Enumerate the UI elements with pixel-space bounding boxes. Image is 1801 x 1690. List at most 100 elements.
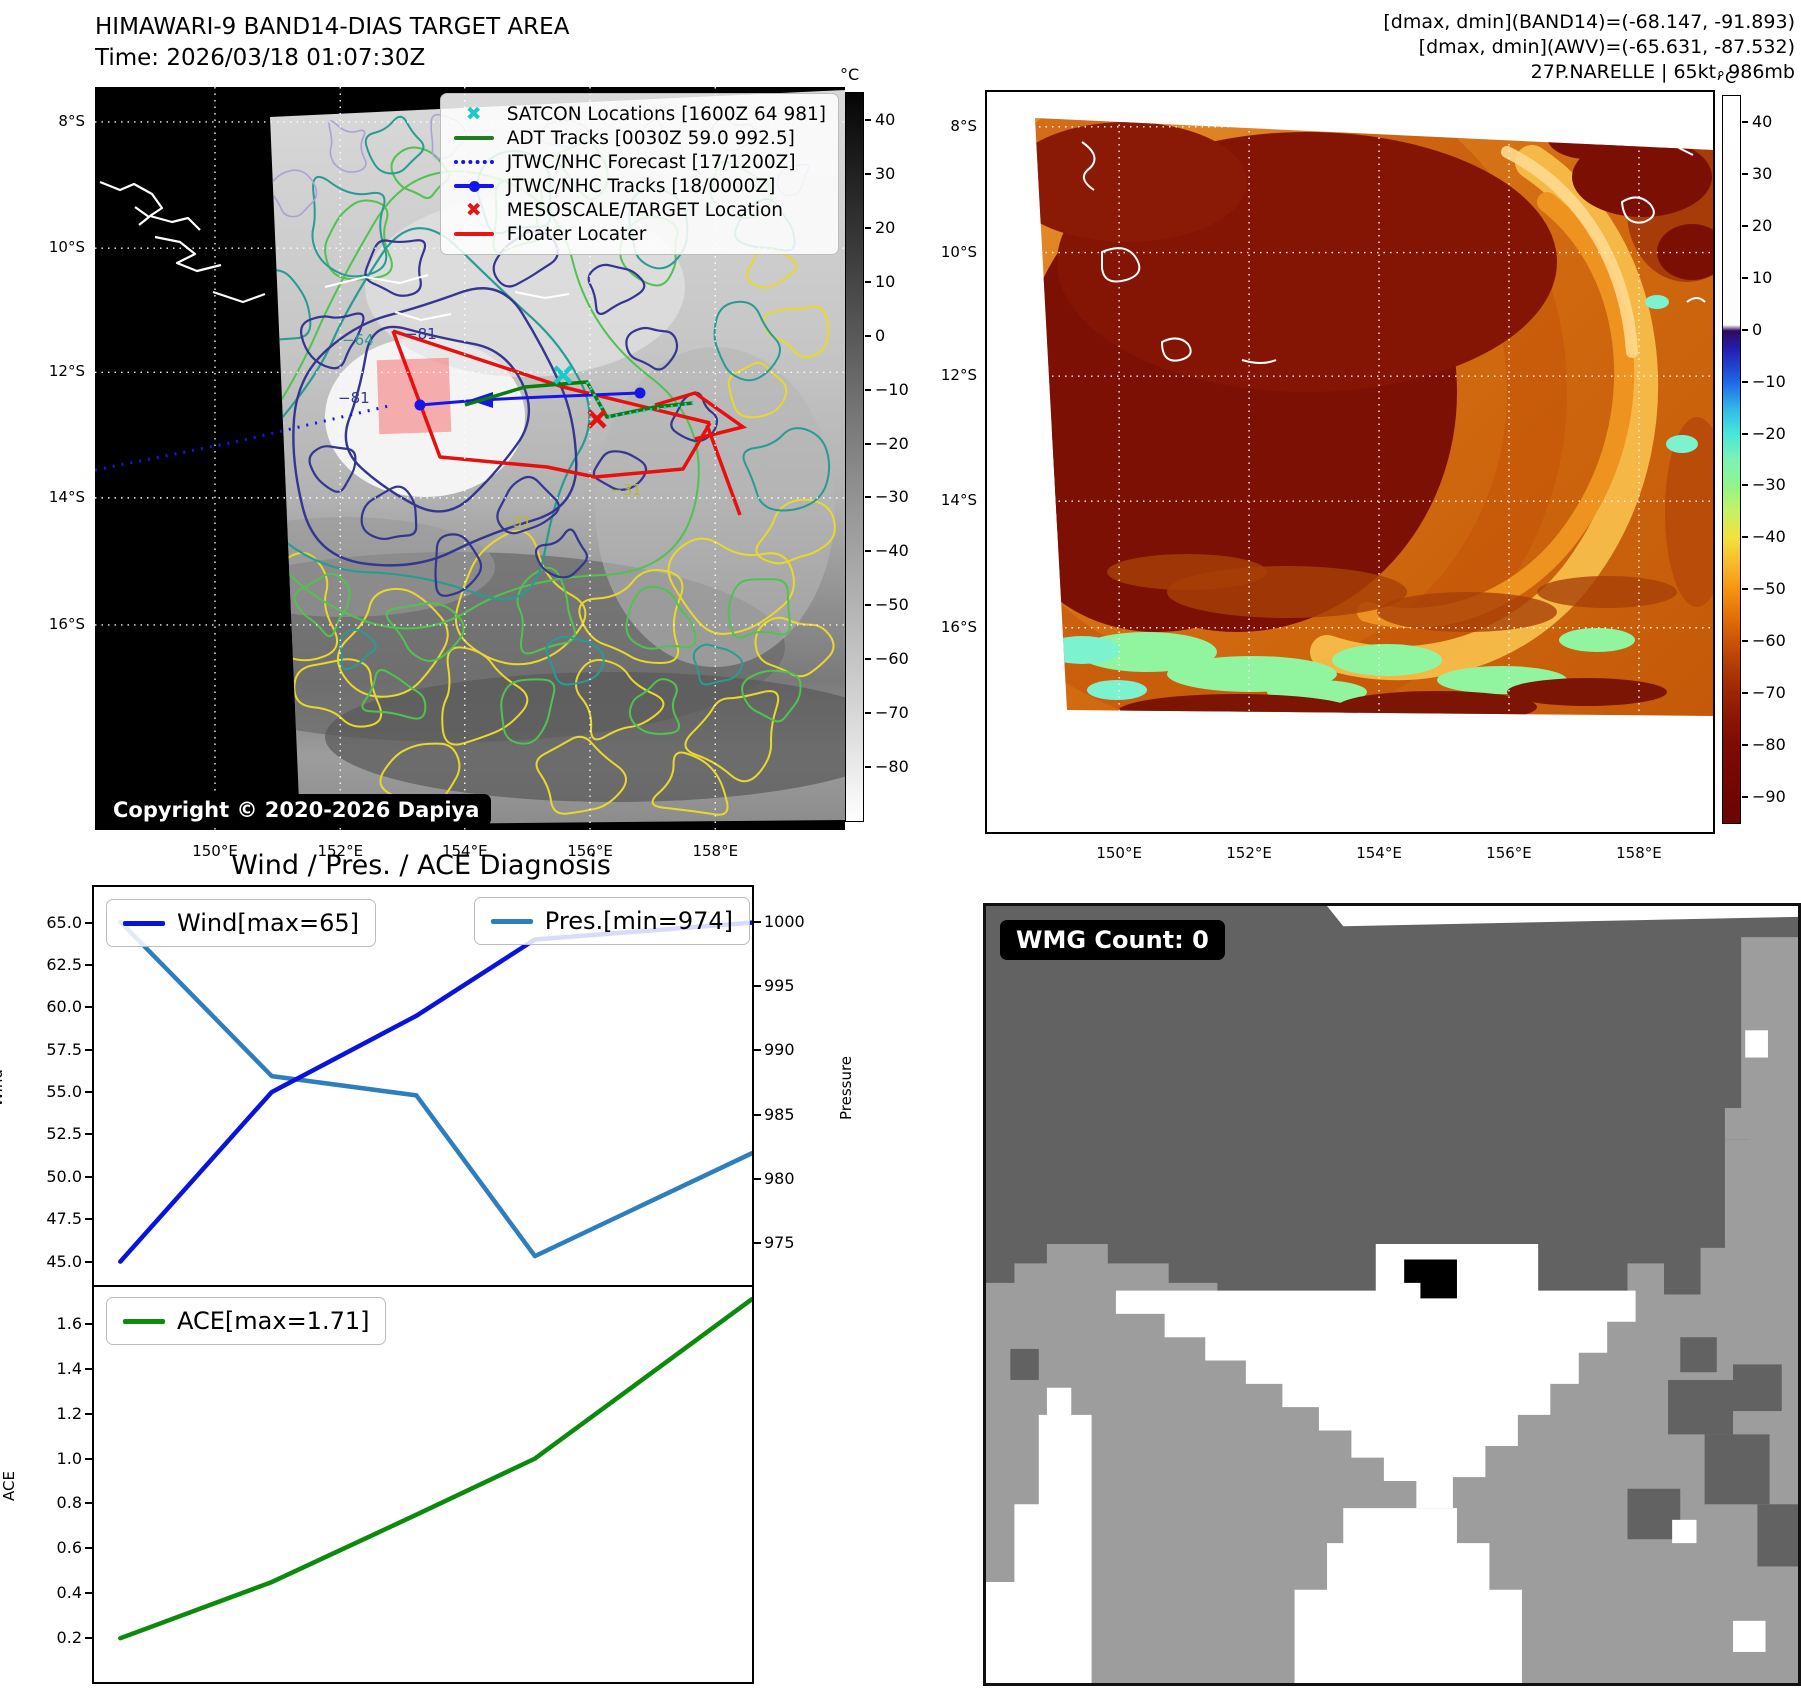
axis-tick-label: 0.8 bbox=[56, 1493, 82, 1513]
axis-tick bbox=[85, 1592, 94, 1595]
lon-tick-label: 154°E bbox=[1356, 844, 1402, 862]
himawari-band14-map: −81−81−64−31−31−31 ✖SATCON Locations [16… bbox=[49, 87, 845, 860]
lon-tick-label: 156°E bbox=[567, 842, 613, 860]
axis-tick bbox=[85, 1091, 94, 1094]
colorbar-tick bbox=[1742, 744, 1748, 747]
target-map-title-line1: HIMAWARI-9 BAND14-DIAS TARGET AREA bbox=[95, 14, 570, 40]
axis-tick-label: 0.4 bbox=[56, 1583, 82, 1603]
lon-tick-label: 154°E bbox=[441, 842, 488, 860]
colorbar-tick bbox=[1742, 484, 1748, 487]
ace-plot bbox=[118, 1296, 752, 1641]
axis-tick bbox=[85, 1048, 94, 1051]
colorbar-tick bbox=[1742, 588, 1748, 591]
contour-label: −81 bbox=[405, 325, 437, 343]
storm-name-intensity: 27P.NARELLE | 65kt, 986mb bbox=[1530, 61, 1795, 83]
wind-legend: Wind[max=65] bbox=[106, 899, 376, 947]
legend-item-label: MESOSCALE/TARGET Location bbox=[506, 199, 784, 221]
lat-tick-label: 8°S bbox=[950, 116, 977, 135]
axis-tick bbox=[85, 1412, 94, 1415]
axis-tick-label: 62.5 bbox=[46, 954, 82, 974]
legend-item-label: SATCON Locations [1600Z 64 981] bbox=[506, 103, 826, 125]
colorbar-tick bbox=[865, 172, 871, 175]
lon-tick-label: 152°E bbox=[317, 842, 364, 860]
axis-tick-label: 60.0 bbox=[46, 997, 82, 1017]
colorbar-tick-label: 10 bbox=[875, 271, 896, 291]
ace-legend-label: ACE[max=1.71] bbox=[177, 1307, 370, 1335]
axis-tick-label: 50.0 bbox=[46, 1166, 82, 1186]
colorbar-tick-label: −20 bbox=[875, 433, 909, 453]
axis-tick bbox=[85, 1006, 94, 1009]
colorbar-tick-label: −50 bbox=[875, 595, 909, 615]
axis-tick bbox=[85, 1133, 94, 1136]
lat-tick-label: 14°S bbox=[940, 491, 977, 510]
colorbar-tick-label: −70 bbox=[875, 703, 909, 723]
ace-legend-line bbox=[123, 1318, 165, 1324]
ace-chart: ACE[max=1.71] ACE 1.6 1.4 1.2 1.0 0.8 0.6 0.4 0… bbox=[0, 1285, 754, 1684]
colorbar-tick-label: −10 bbox=[1752, 371, 1786, 391]
copyright-badge: Copyright © 2020-2026 Dapiya bbox=[101, 794, 492, 826]
ace-axis-label: ACE bbox=[0, 1470, 19, 1501]
axis-tick bbox=[85, 1457, 94, 1460]
dmax-dmin-awv: [dmax, dmin](AWV)=(-65.631, -87.532) bbox=[1418, 36, 1795, 58]
colorbar-tick bbox=[1742, 224, 1748, 227]
colorbar-tick-label: −70 bbox=[1752, 683, 1786, 703]
colorbar-tick-label: −30 bbox=[875, 487, 909, 507]
awv-satellite-image bbox=[987, 92, 1713, 832]
colorbar-tick bbox=[1742, 120, 1748, 123]
temperature-colorbar-band14: °C 40 30 20 10 0 −10 −20 −30 −40 −50 −60 −70 −80 bbox=[840, 65, 909, 822]
colorbar-tick-label: −80 bbox=[875, 757, 909, 777]
axis-tick bbox=[752, 1177, 761, 1180]
axis-tick bbox=[85, 921, 94, 924]
axis-tick-label: 1.4 bbox=[56, 1358, 82, 1378]
temperature-colorbar-awv: °C 40 30 20 10 0 −10 −20 −30 −40 −50 −60 −70 −80 −90 bbox=[1717, 68, 1786, 824]
legend-item: JTWC/NHC Tracks [18/0000Z] bbox=[451, 174, 826, 198]
lat-tick-label: 8°S bbox=[58, 111, 85, 130]
lat-tick-label: 12°S bbox=[48, 362, 85, 381]
axis-tick-label: 985 bbox=[764, 1104, 795, 1124]
axis-tick-label: 1.2 bbox=[56, 1403, 82, 1423]
awv-annotations: [dmax, dmin](BAND14)=(-68.147, -91.893) … bbox=[1000, 10, 1795, 85]
axis-tick bbox=[752, 920, 761, 923]
green-line-icon bbox=[451, 136, 497, 140]
lon-tick-label: 156°E bbox=[1486, 844, 1532, 862]
axis-tick bbox=[85, 1547, 94, 1550]
axis-tick bbox=[85, 1175, 94, 1178]
blue-line-dot-icon bbox=[451, 180, 497, 192]
colorbar-tick-label: −60 bbox=[875, 649, 909, 669]
contour-label: −31 bbox=[500, 513, 532, 531]
colorbar-tick bbox=[1742, 328, 1748, 331]
wind-pressure-plot bbox=[118, 919, 752, 1264]
wmg-mask-image bbox=[986, 906, 1798, 1683]
axis-tick-label: 45.0 bbox=[46, 1251, 82, 1271]
axis-tick-label: 1.6 bbox=[56, 1313, 82, 1333]
colorbar-tick bbox=[865, 442, 871, 445]
lon-tick-label: 152°E bbox=[1226, 844, 1272, 862]
blue-dotted-icon bbox=[451, 160, 497, 164]
axis-tick-label: 0.2 bbox=[56, 1628, 82, 1648]
colorbar-tick bbox=[1742, 172, 1748, 175]
wmg-panel: WMG Count: 0 bbox=[983, 903, 1801, 1686]
map-legend: ✖ SATCON Locations [1600Z 64 981] ADT Trac… bbox=[439, 93, 839, 255]
colorbar-tick bbox=[1742, 640, 1748, 643]
colorbar-tick bbox=[865, 604, 871, 607]
pressure-axis-label: Pressure bbox=[837, 1055, 856, 1121]
colorbar-tick-label: −20 bbox=[1752, 423, 1786, 443]
red-x-icon: ✖ bbox=[465, 198, 482, 221]
lat-tick-label: 16°S bbox=[940, 617, 977, 636]
contour-label: −81 bbox=[338, 389, 370, 407]
axis-tick-label: 975 bbox=[764, 1233, 795, 1253]
colorbar-tick bbox=[1742, 692, 1748, 695]
colorbar-tick bbox=[865, 712, 871, 715]
colorbar-tick-label: 0 bbox=[875, 325, 886, 345]
target-map-title: HIMAWARI-9 BAND14-DIAS TARGET AREA Time:… bbox=[95, 12, 569, 74]
lon-tick-label: 158°E bbox=[692, 842, 739, 860]
diagnosis-chart-title: Wind / Pres. / ACE Diagnosis bbox=[231, 850, 611, 881]
contour-label: −64 bbox=[342, 331, 374, 349]
red-line-icon bbox=[451, 232, 497, 236]
axis-tick bbox=[85, 963, 94, 966]
axis-tick bbox=[752, 1113, 761, 1116]
colorbar-tick-label: −60 bbox=[1752, 631, 1786, 651]
axis-tick-label: 65.0 bbox=[46, 912, 82, 932]
colorbar-tick-label: −50 bbox=[1752, 579, 1786, 599]
colorbar-tick bbox=[1742, 536, 1748, 539]
